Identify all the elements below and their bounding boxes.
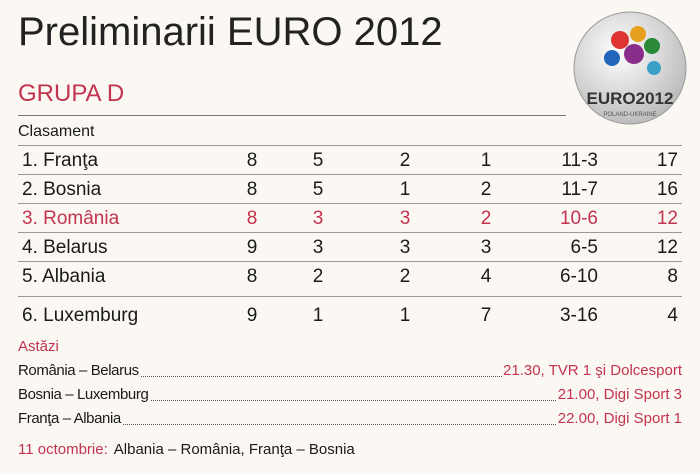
section-label: Astăzi — [18, 338, 59, 355]
team-name: 2. Bosnia — [22, 179, 102, 200]
table-cell: 1 — [312, 305, 324, 326]
table-cell: 8 — [667, 266, 678, 287]
logo-shape — [624, 44, 644, 64]
group-name: GRUPA D — [18, 80, 125, 107]
table-cell: 3 — [399, 208, 411, 229]
leader-dots — [18, 400, 682, 401]
match-row: România – Belarus 21.30, TVR 1 şi Dolcesp… — [18, 362, 682, 383]
table-cell: 12 — [656, 208, 678, 229]
table-row: 3. România 8 3 3 2 10-6 12 — [18, 203, 682, 232]
table-row: 1. Franţa 8 5 2 1 11-3 17 — [18, 145, 682, 174]
table-cell: 5 — [312, 150, 324, 171]
next-fixtures: 11 octombrie: Albania – România, Franţa –… — [18, 441, 355, 458]
table-row: 2. Bosnia 8 5 1 2 11-7 16 — [18, 174, 682, 203]
table-cell: 1 — [399, 305, 411, 326]
match-teams: Bosnia – Luxemburg — [18, 386, 151, 403]
match-row: Franţa – Albania 22.00, Digi Sport 1 — [18, 410, 682, 431]
table-cell: 12 — [656, 237, 678, 258]
logo-shape — [604, 50, 620, 66]
table-cell: 8 — [246, 266, 258, 287]
table-cell: 2 — [399, 150, 411, 171]
title: Preliminarii EURO 2012 — [18, 10, 443, 54]
next-date: 11 octombrie: — [18, 441, 108, 458]
match-teams: România – Belarus — [18, 362, 141, 379]
logo-shape — [611, 31, 629, 49]
table-cell: 2 — [480, 208, 492, 229]
table-cell: 9 — [246, 305, 258, 326]
table-cell: 8 — [246, 150, 258, 171]
table-cell: 17 — [656, 150, 678, 171]
logo-text: EURO2012 — [587, 89, 674, 108]
logo-badge — [573, 11, 687, 125]
table-cell: 4 — [667, 305, 678, 326]
logo-shape — [647, 61, 661, 75]
team-name: 3. România — [22, 208, 120, 229]
table-cell: 4 — [480, 266, 492, 287]
table-cell: 1 — [399, 179, 411, 200]
table-cell: 9 — [246, 237, 258, 258]
logo-shape — [644, 38, 660, 54]
table-cell: 2 — [480, 179, 492, 200]
table-cell: 3-16 — [559, 305, 598, 326]
table-caption: Clasament — [18, 123, 95, 140]
next-matches: Albania – România, Franţa – Bosnia — [113, 441, 355, 458]
match-teams: Franţa – Albania — [18, 410, 123, 427]
match-row: Bosnia – Luxemburg 21.00, Digi Sport 3 — [18, 386, 682, 407]
table-cell: 3 — [312, 208, 324, 229]
team-name: 1. Franţa — [22, 150, 99, 171]
table-row: 6. Luxemburg 9 1 1 7 3-16 4 — [18, 296, 682, 331]
match-info: 21.30, TVR 1 şi Dolcesport — [502, 362, 682, 379]
table-cell: 8 — [246, 179, 258, 200]
divider — [18, 115, 566, 116]
table-cell: 2 — [312, 266, 324, 287]
team-name: 4. Belarus — [22, 237, 108, 258]
team-name: 6. Luxemburg — [22, 305, 139, 326]
table-cell: 16 — [656, 179, 678, 200]
table-cell: 11-3 — [561, 150, 598, 171]
leader-dots — [18, 424, 682, 425]
match-info: 21.00, Digi Sport 3 — [556, 386, 682, 403]
logo: EURO2012 POLAND-UKRAINE — [573, 11, 687, 125]
table-cell: 1 — [480, 150, 492, 171]
table-cell: 11-7 — [561, 179, 598, 200]
table-cell: 2 — [399, 266, 411, 287]
match-info: 22.00, Digi Sport 1 — [556, 410, 682, 427]
table-cell: 5 — [312, 179, 324, 200]
leader-dots — [18, 376, 682, 377]
table-row: 4. Belarus 9 3 3 3 6-5 12 — [18, 232, 682, 261]
table-cell: 3 — [480, 237, 492, 258]
table-cell: 7 — [480, 305, 492, 326]
table-cell: 3 — [399, 237, 411, 258]
table-cell: 3 — [312, 237, 324, 258]
table-cell: 8 — [246, 208, 258, 229]
table-cell: 6-5 — [570, 237, 598, 258]
table-row: 5. Albania 8 2 2 4 6-10 8 — [18, 261, 682, 290]
table-cell: 10-6 — [559, 208, 598, 229]
table-cell: 6-10 — [559, 266, 598, 287]
logo-subtext: POLAND-UKRAINE — [603, 112, 656, 118]
team-name: 5. Albania — [22, 266, 106, 287]
logo-shape — [630, 26, 646, 42]
